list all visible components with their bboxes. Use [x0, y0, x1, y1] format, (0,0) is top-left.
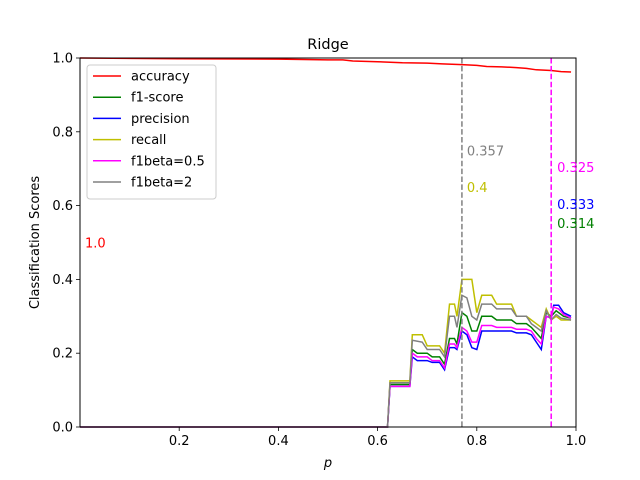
y-tick-label: 0.6 [52, 199, 73, 214]
value-annotation: 0.314 [557, 217, 594, 232]
value-annotation: 0.325 [557, 161, 594, 176]
series-line-recall [80, 278, 572, 428]
y-tick-label: 0.0 [52, 421, 73, 436]
y-axis: 0.0 0.2 0.4 0.6 0.8 1.0 [52, 52, 80, 436]
x-tick-label: 0.6 [367, 434, 388, 449]
x-axis: 0.2 0.4 0.6 0.8 1.0 [169, 427, 586, 449]
legend: accuracy f1-score precision recall f1beta=0.… [86, 64, 217, 200]
x-tick-label: 0.8 [466, 434, 487, 449]
y-tick-label: 0.8 [52, 125, 73, 140]
x-tick-label: 1.0 [566, 434, 587, 449]
x-axis-label: p [323, 456, 332, 471]
series-line-f1-score [80, 309, 572, 428]
x-tick-label: 0.4 [268, 434, 289, 449]
value-annotation: 0.4 [467, 181, 488, 196]
value-annotation: 0.333 [557, 198, 594, 213]
series-line-f1beta-0-5 [80, 306, 572, 428]
legend-entry-label: f1beta=2 [131, 176, 192, 191]
value-annotation: 1.0 [85, 237, 106, 252]
series-line-precision [80, 304, 572, 428]
series-line-accuracy [80, 57, 572, 73]
chart-title: Ridge [307, 37, 349, 53]
series-line-f1beta-2 [80, 294, 572, 428]
legend-box [86, 64, 217, 200]
y-axis-label: Classification Scores [28, 176, 43, 310]
y-tick-label: 0.2 [52, 347, 73, 362]
legend-entry-label: precision [131, 112, 190, 127]
x-tick-label: 0.2 [169, 434, 190, 449]
value-annotation: 0.357 [467, 144, 504, 159]
legend-entry-label: f1beta=0.5 [131, 154, 205, 169]
legend-entry-label: recall [131, 133, 166, 148]
legend-entry-label: accuracy [131, 70, 190, 85]
legend-entry-label: f1-score [131, 91, 183, 106]
annotations: 1.0 0.357 0.4 0.325 0.333 0.314 [85, 144, 594, 251]
y-tick-label: 1.0 [52, 52, 73, 67]
plot-frame [79, 57, 577, 428]
y-tick-label: 0.4 [52, 273, 73, 288]
